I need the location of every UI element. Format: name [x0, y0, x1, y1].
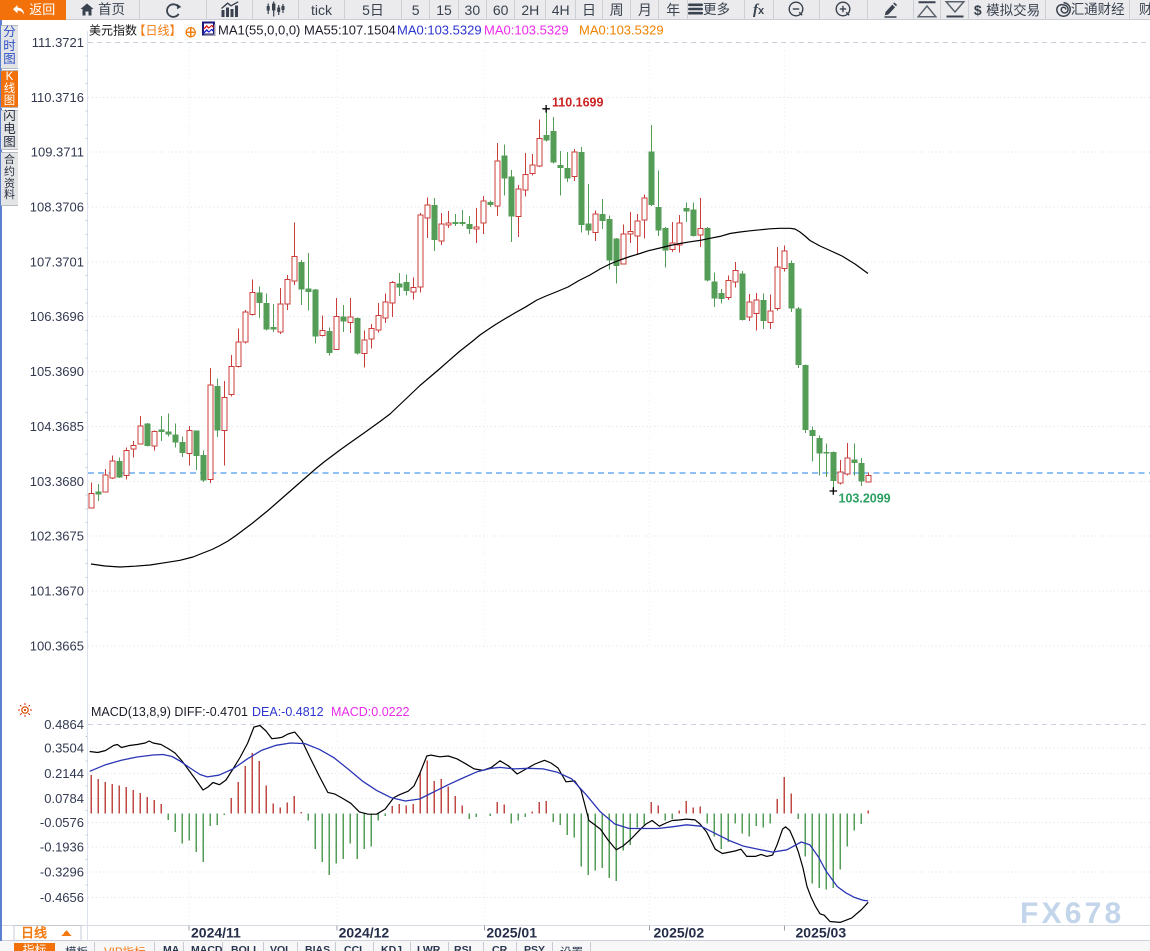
svg-text:DEA:-0.4812: DEA:-0.4812: [252, 705, 324, 719]
svg-text:103.2099: 103.2099: [839, 492, 891, 506]
svg-text:111.3721: 111.3721: [32, 35, 84, 50]
svg-text:MACD:0.0222: MACD:0.0222: [331, 705, 410, 719]
svg-text:0.3504: 0.3504: [44, 741, 84, 756]
svg-text:美元指数: 美元指数: [89, 23, 137, 38]
svg-text:-0.0576: -0.0576: [40, 815, 84, 830]
svg-text:2025/01: 2025/01: [486, 925, 537, 941]
svg-text:0.0784: 0.0784: [44, 791, 84, 806]
svg-text:MA0:103.5329: MA0:103.5329: [579, 23, 664, 38]
svg-text:2024/12: 2024/12: [339, 925, 390, 941]
svg-text:-0.1936: -0.1936: [40, 840, 84, 855]
svg-text:110.1699: 110.1699: [552, 96, 603, 110]
svg-text:MACD(13,8,9) DIFF:-0.4701: MACD(13,8,9) DIFF:-0.4701: [91, 705, 248, 719]
svg-text:107.3701: 107.3701: [30, 254, 84, 269]
svg-text:2024/11: 2024/11: [191, 925, 241, 941]
svg-text:110.3716: 110.3716: [31, 90, 84, 105]
svg-text:【日线】: 【日线】: [134, 24, 182, 38]
svg-text:2025/03: 2025/03: [796, 925, 847, 941]
svg-text:0.4864: 0.4864: [44, 717, 84, 732]
svg-text:-0.4656: -0.4656: [40, 890, 84, 905]
svg-text:109.3711: 109.3711: [31, 145, 84, 160]
svg-text:101.3670: 101.3670: [30, 584, 84, 599]
svg-text:108.3706: 108.3706: [30, 200, 84, 215]
svg-text:MA1(55,0,0,0) MA55:107.1504: MA1(55,0,0,0) MA55:107.1504: [218, 23, 396, 38]
svg-text:-0.3296: -0.3296: [40, 865, 84, 880]
svg-text:105.3690: 105.3690: [30, 364, 84, 379]
svg-text:103.3680: 103.3680: [30, 474, 84, 489]
svg-text:日线: 日线: [21, 926, 47, 941]
svg-text:102.3675: 102.3675: [30, 529, 84, 544]
svg-text:MA0:103.5329: MA0:103.5329: [484, 23, 569, 38]
svg-text:0.2144: 0.2144: [44, 766, 84, 781]
svg-text:100.3665: 100.3665: [30, 638, 84, 653]
svg-text:106.3696: 106.3696: [30, 309, 84, 324]
svg-text:2025/02: 2025/02: [654, 925, 705, 941]
svg-text:FX678: FX678: [1020, 897, 1124, 930]
svg-text:MA0:103.5329: MA0:103.5329: [397, 23, 482, 38]
svg-text:104.3685: 104.3685: [30, 419, 84, 434]
